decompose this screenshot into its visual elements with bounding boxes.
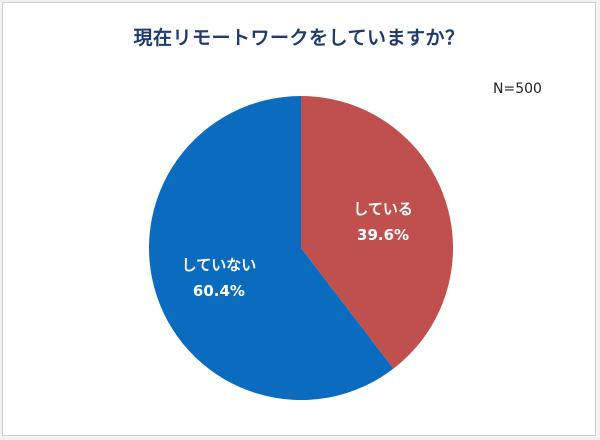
- slice-value-label-1: 60.4%: [193, 282, 245, 300]
- slice-label-0: している: [353, 200, 413, 218]
- chart-title: 現在リモートワークをしていますか？: [133, 27, 465, 49]
- pie-slice-1: [149, 96, 394, 400]
- slice-label-1: していない: [182, 256, 257, 274]
- pie-slice-0: [301, 96, 454, 369]
- slice-value-label-0: 39.6%: [357, 226, 409, 244]
- sample-size-label: N=500: [493, 81, 542, 97]
- pie-labels: している 39.6% していない 60.4%: [182, 200, 413, 300]
- pie-slices: [149, 96, 454, 400]
